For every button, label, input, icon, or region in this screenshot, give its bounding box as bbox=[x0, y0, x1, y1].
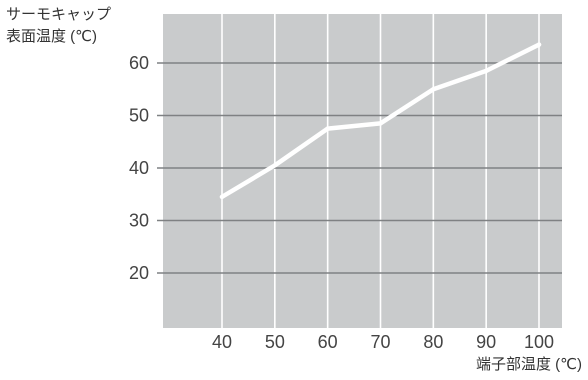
data-point-90 bbox=[483, 68, 489, 74]
y-tick-label-20: 20 bbox=[129, 263, 149, 283]
data-point-60 bbox=[325, 126, 330, 131]
data-point-50 bbox=[272, 163, 278, 168]
x-tick-label-90: 90 bbox=[476, 332, 496, 352]
y-axis-label-line-2: 表面温度 (℃) bbox=[6, 28, 98, 45]
data-point-40 bbox=[219, 194, 225, 200]
y-tick-label-60: 60 bbox=[129, 53, 149, 73]
x-tick-label-50: 50 bbox=[265, 332, 285, 352]
x-tick-label-40: 40 bbox=[212, 332, 232, 352]
y-tick-label-40: 40 bbox=[129, 158, 149, 178]
x-tick-label-100: 100 bbox=[524, 332, 554, 352]
x-axis-label: 端子部温度 (℃) bbox=[475, 356, 582, 373]
data-point-80 bbox=[431, 87, 436, 92]
data-point-70 bbox=[378, 121, 383, 126]
x-tick-label-70: 70 bbox=[370, 332, 390, 352]
x-tick-label-60: 60 bbox=[318, 332, 338, 352]
y-axis-label-line-1: サーモキャップ bbox=[6, 6, 112, 23]
y-tick-label-50: 50 bbox=[129, 106, 149, 126]
data-point-100 bbox=[536, 42, 542, 47]
x-tick-label-80: 80 bbox=[423, 332, 443, 352]
y-tick-label-30: 30 bbox=[129, 211, 149, 231]
